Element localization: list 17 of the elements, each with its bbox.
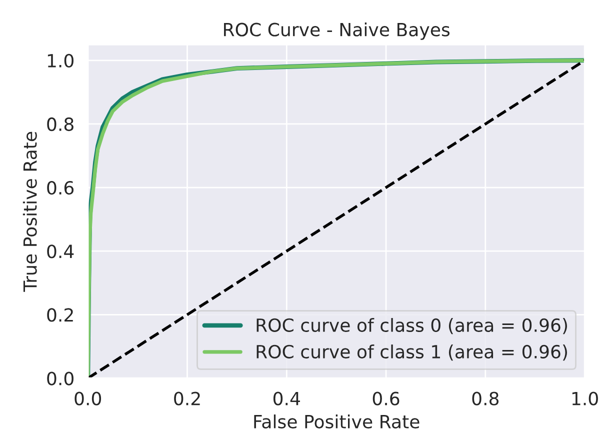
- x-tick-label: 1.0: [572, 392, 598, 406]
- chart-title: ROC Curve - Naive Bayes: [224, 22, 450, 40]
- legend-label: ROC curve of class 0 (area = 0.96): [256, 318, 567, 334]
- y-tick-label: 0.8: [47, 117, 74, 132]
- x-tick-label: 0.4: [273, 392, 300, 406]
- x-tick-label: 0.2: [174, 392, 200, 406]
- legend-label: ROC curve of class 1 (area = 0.96): [256, 344, 567, 361]
- y-tick-label: 0.2: [47, 308, 73, 322]
- y-axis-title: True Positive Rate: [22, 132, 37, 292]
- y-tick-label: 0.4: [47, 244, 74, 258]
- x-tick-label: 0.8: [472, 392, 499, 406]
- x-tick-label: 0.0: [74, 392, 102, 406]
- y-tick-label: 1.0: [48, 54, 74, 68]
- x-tick-label: 0.6: [372, 392, 400, 406]
- y-tick-label: 0.0: [47, 372, 74, 386]
- y-tick-label: 0.6: [47, 180, 74, 195]
- x-axis-title: False Positive Rate: [254, 414, 420, 428]
